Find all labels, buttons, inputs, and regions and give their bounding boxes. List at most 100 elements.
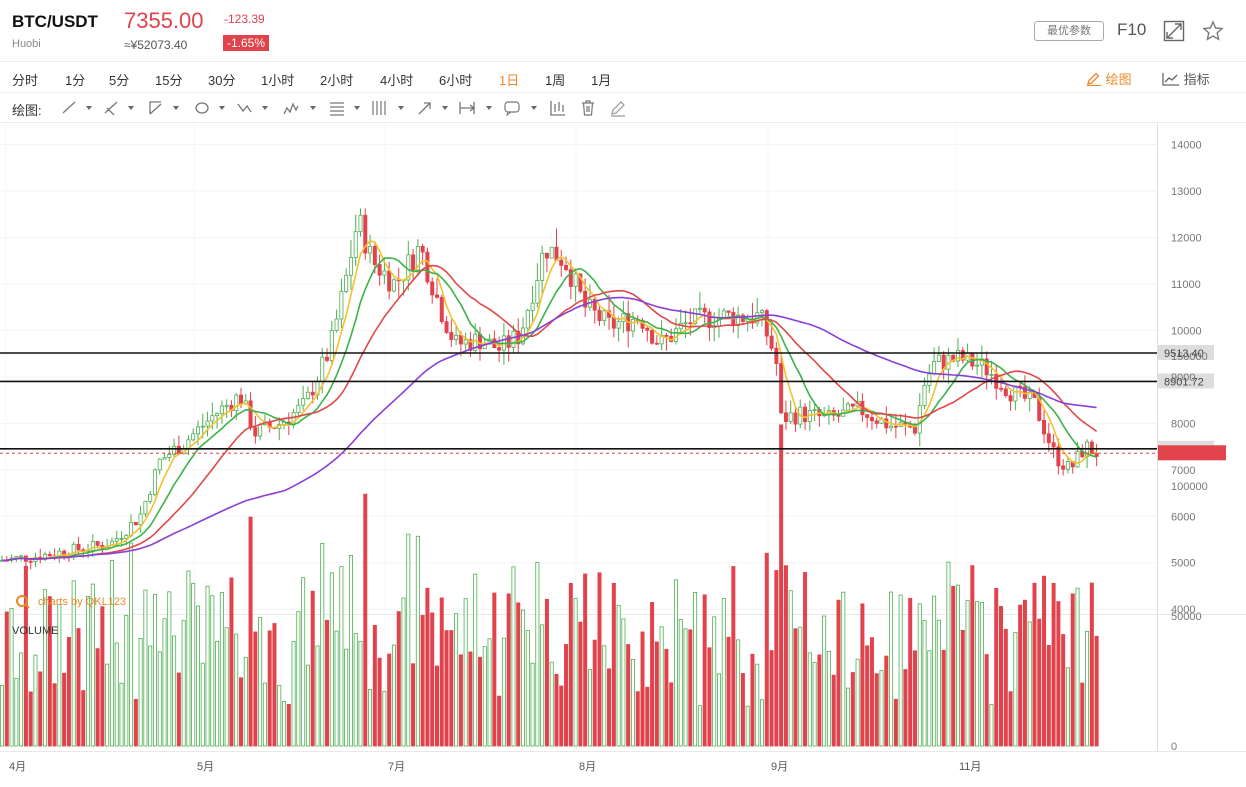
volume-bar [262, 682, 267, 747]
volume-bar [23, 565, 28, 747]
volume-bar [654, 641, 659, 747]
candle-body [936, 354, 941, 362]
volume-bar [411, 663, 416, 747]
volume-bar [219, 592, 224, 747]
volume-tick-label: 50000 [1171, 611, 1202, 623]
volume-bar [186, 570, 191, 747]
candle-body [434, 294, 439, 298]
volume-bar [43, 589, 48, 747]
volume-bar [477, 656, 482, 747]
ray-tool-icon[interactable] [102, 99, 136, 117]
period-1d[interactable]: 1日 [499, 73, 520, 88]
volume-bar [1070, 593, 1075, 747]
candle-body [836, 414, 841, 417]
candle-body [334, 318, 339, 331]
volume-bar [673, 579, 678, 747]
price-tick-label: 5000 [1171, 558, 1195, 570]
period-2h[interactable]: 2小时 [320, 73, 354, 88]
horizontal-line-label: 9513.40 [1164, 348, 1204, 360]
time-tick-label: 11月 [959, 761, 981, 773]
star-icon[interactable] [1202, 20, 1224, 42]
volume-bar [310, 590, 315, 747]
candle-body [339, 291, 344, 320]
candle-body [736, 314, 741, 326]
line-tool-icon[interactable] [60, 99, 94, 117]
volume-bar [559, 685, 564, 747]
period-1h[interactable]: 1小时 [261, 73, 295, 88]
delete-icon[interactable] [580, 99, 596, 117]
volume-bar [157, 651, 162, 747]
fib-tool-icon[interactable] [328, 99, 362, 117]
ma60-line [2, 296, 1097, 562]
candle-body [654, 342, 659, 345]
candle-body [329, 330, 334, 361]
volume-bar [391, 644, 396, 747]
candle-body [157, 458, 162, 471]
arrow-tool-icon[interactable] [416, 99, 450, 117]
volume-bar [167, 591, 172, 747]
volume-bar [215, 641, 220, 747]
gann-tool-icon[interactable] [370, 99, 406, 117]
f10-button[interactable]: F10 [1117, 20, 1147, 39]
period-4h[interactable]: 4小时 [380, 73, 414, 88]
ellipse-tool-icon[interactable] [193, 99, 227, 117]
candle-body [645, 327, 650, 331]
volume-bar [697, 705, 702, 747]
candle-body [310, 391, 315, 396]
price-tick-label: 10000 [1171, 325, 1202, 337]
volume-bar [434, 665, 439, 747]
measure-tool-icon[interactable] [458, 99, 494, 117]
candle-body [219, 405, 224, 415]
pattern-tool-icon[interactable] [282, 99, 318, 117]
period-timeshare[interactable]: 分时 [12, 73, 39, 88]
volume-bar [535, 562, 540, 747]
period-15m[interactable]: 15分 [155, 73, 183, 88]
volume-bar [243, 656, 248, 747]
candle-body [769, 335, 774, 349]
candle-body [702, 307, 707, 313]
volume-bar [975, 601, 980, 747]
candle-body [999, 387, 1004, 390]
text-tool-icon[interactable] [503, 99, 539, 117]
volume-bar [1061, 634, 1066, 747]
channel-tool-icon[interactable] [147, 99, 181, 117]
draw-button[interactable]: 绘图 [1086, 69, 1132, 88]
time-tick-label: 9月 [771, 761, 788, 773]
indicator-button[interactable]: 指标 [1162, 69, 1210, 88]
expand-icon[interactable] [1163, 20, 1185, 42]
period-1m[interactable]: 1分 [65, 73, 86, 88]
candle-body [377, 264, 382, 276]
candle-tool-icon[interactable] [549, 99, 567, 117]
volume-bar [33, 654, 38, 747]
candle-body [19, 555, 24, 558]
period-1mo[interactable]: 1月 [591, 73, 612, 88]
volume-bar [965, 599, 970, 747]
volume-bar [917, 603, 922, 747]
candle-body [530, 302, 535, 311]
period-6h[interactable]: 6小时 [439, 73, 473, 88]
volume-bar [325, 619, 330, 747]
volume-bar [826, 650, 831, 747]
candle-body [721, 310, 726, 318]
indicator-button-label: 指标 [1183, 72, 1210, 87]
period-30m[interactable]: 30分 [208, 73, 236, 88]
ma5-line [2, 239, 1097, 562]
period-5m[interactable]: 5分 [109, 73, 130, 88]
eraser-icon[interactable] [609, 99, 627, 117]
volume-bar [19, 652, 24, 747]
volume-bar [224, 627, 229, 747]
optimal-params-button[interactable]: 最优参数 [1034, 21, 1104, 41]
volume-bar [439, 597, 444, 747]
period-1w[interactable]: 1周 [545, 73, 566, 88]
candle-body [889, 425, 894, 429]
volume-bar [497, 695, 502, 747]
volume-bar [286, 703, 291, 747]
current-price-tag [1158, 445, 1226, 461]
volume-bar [305, 664, 310, 747]
ma10-line [2, 257, 1097, 562]
volume-bar [1089, 582, 1094, 747]
candle-body [1051, 442, 1056, 448]
path-tool-icon[interactable] [236, 99, 270, 117]
